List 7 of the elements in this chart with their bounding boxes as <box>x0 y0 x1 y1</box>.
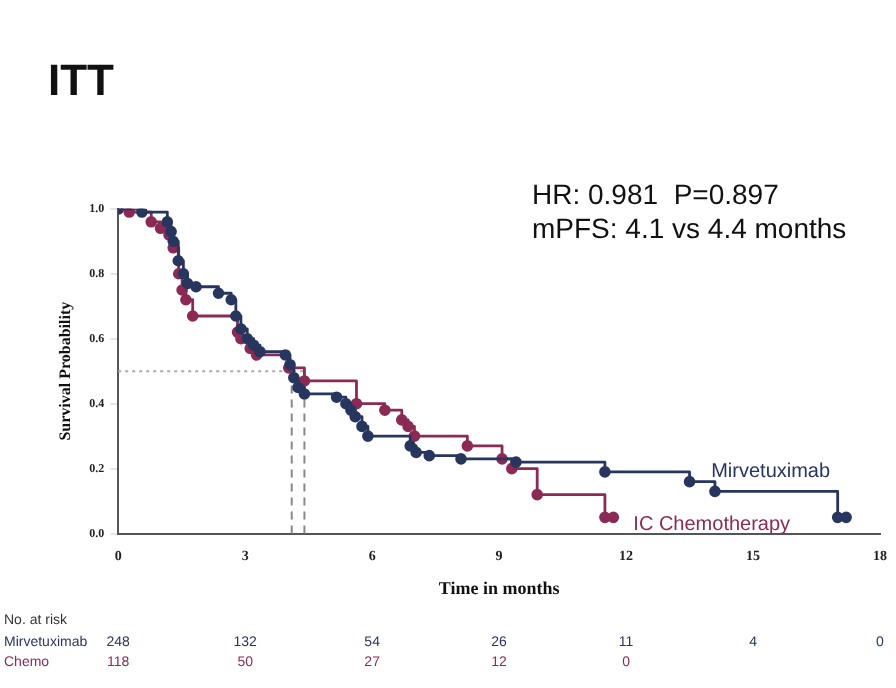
annotation: mPFS: 4.1 vs 4.4 months <box>532 212 847 244</box>
x-axis-title: Time in months <box>438 577 561 598</box>
series-label: IC Chemotherapy <box>633 513 791 536</box>
series-label: Mirvetuximab <box>711 461 831 484</box>
annotation: HR: 0.981 P=0.897 <box>532 178 780 210</box>
chart-title: ITT <box>48 54 116 105</box>
y-axis-title: Survival Probability <box>55 301 74 441</box>
